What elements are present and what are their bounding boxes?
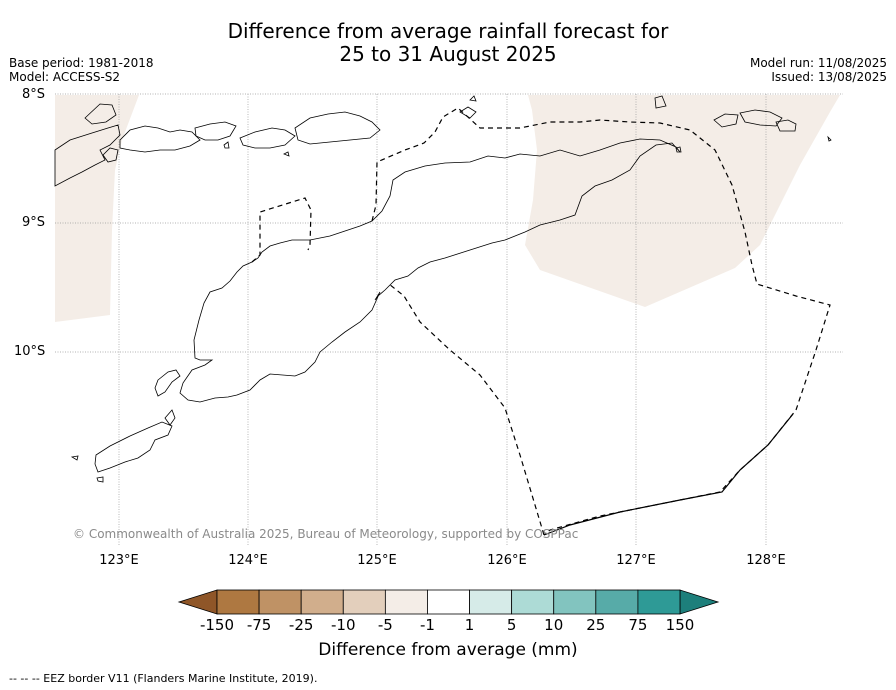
lon-label-126e: 126°E xyxy=(487,553,527,568)
coastlines xyxy=(54,95,832,483)
leti-island xyxy=(713,113,739,128)
colorbar-extend-low xyxy=(177,589,218,615)
colorbar-tick-label: 150 xyxy=(665,616,695,634)
eez-border-timor-north xyxy=(251,197,312,263)
colorbar-tick-label: 10 xyxy=(544,616,564,634)
savu-island xyxy=(164,409,176,426)
eez-footer-note: -- -- -- EEZ border V11 (Flanders Marine… xyxy=(9,672,318,685)
colorbar-swatch xyxy=(258,589,302,615)
colorbar-swatch xyxy=(553,589,597,615)
colorbar-swatch xyxy=(300,589,344,615)
adonara-island xyxy=(102,147,119,163)
small-islet-3 xyxy=(223,141,230,149)
colorbar-swatch xyxy=(342,589,386,615)
lon-label-125e: 125°E xyxy=(357,553,397,568)
kisar-island xyxy=(654,95,667,109)
colorbar-swatch xyxy=(637,589,681,615)
colorbar-tick-label: -10 xyxy=(331,616,356,634)
colorbar-tick-label: 5 xyxy=(506,616,517,634)
lakor-island xyxy=(775,119,797,132)
colorbar-tick-label: -25 xyxy=(288,616,314,634)
lat-label-9s: 9°S xyxy=(22,215,46,230)
colorbar-tick-label: -75 xyxy=(246,616,272,634)
colorbar-tick-label: -150 xyxy=(199,616,235,634)
meta-right: Model run: 11/08/2025 Issued: 13/08/2025 xyxy=(750,56,887,84)
lat-label-8s: 8°S xyxy=(22,87,46,102)
solor-island xyxy=(84,103,117,125)
shade-area-east xyxy=(525,95,840,307)
shade-area-west xyxy=(55,95,139,322)
colorbar-swatch xyxy=(595,589,639,615)
small-islet-6 xyxy=(469,95,477,102)
gridlines xyxy=(55,93,843,545)
rote-island xyxy=(154,369,181,397)
colorbar xyxy=(177,589,720,615)
colorbar-extend-high xyxy=(679,589,720,615)
colorbar-swatch xyxy=(511,589,555,615)
colorbar-tick-label: 75 xyxy=(628,616,648,634)
colorbar-swatch xyxy=(469,589,513,615)
model-name: Model: ACCESS-S2 xyxy=(9,70,121,84)
lat-label-10s: 10°S xyxy=(14,344,46,359)
semau-island xyxy=(94,421,173,473)
lon-label-123e: 123°E xyxy=(99,553,139,568)
lon-label-128e: 128°E xyxy=(746,553,786,568)
issued-date: Issued: 13/08/2025 xyxy=(771,70,887,84)
small-islet-1 xyxy=(70,455,79,461)
chart-title-line-1: Difference from average rainfall forecas… xyxy=(227,19,669,43)
pantar-island xyxy=(194,121,237,141)
copyright-notice: © Commonwealth of Australia 2025, Bureau… xyxy=(73,527,579,541)
small-islet-4 xyxy=(283,151,290,157)
eez-border-solid xyxy=(543,413,794,536)
model-run: Model run: 11/08/2025 xyxy=(749,56,887,70)
colorbar-tick-label: 25 xyxy=(586,616,606,634)
timor-island xyxy=(179,138,681,403)
colorbar-title: Difference from average (mm) xyxy=(318,640,578,660)
base-period: Base period: 1981-2018 xyxy=(9,56,154,70)
colorbar-tick-label: 1 xyxy=(464,616,475,634)
chart-title-line-2: 25 to 31 August 2025 xyxy=(339,42,557,66)
wetar-island xyxy=(294,111,381,145)
below-average-areas xyxy=(55,95,840,322)
colorbar-swatch xyxy=(216,589,260,615)
lon-label-124e: 124°E xyxy=(228,553,268,568)
small-islet-7 xyxy=(675,146,682,153)
colorbar-swatch xyxy=(427,589,470,615)
colorbar-tick-label: -5 xyxy=(377,616,393,634)
small-islet-2 xyxy=(96,476,104,483)
lon-label-127e: 127°E xyxy=(616,553,656,568)
small-islet-5 xyxy=(827,135,832,142)
colorbar-swatch xyxy=(384,589,428,615)
eez-border-south xyxy=(388,283,545,536)
alor-island xyxy=(239,127,296,149)
lembata-island xyxy=(119,125,201,153)
flores-island xyxy=(54,124,121,187)
colorbar-tick-label: -1 xyxy=(419,616,435,634)
meta-left: Base period: 1981-2018 Model: ACCESS-S2 xyxy=(9,56,154,84)
moa-island xyxy=(739,109,783,127)
